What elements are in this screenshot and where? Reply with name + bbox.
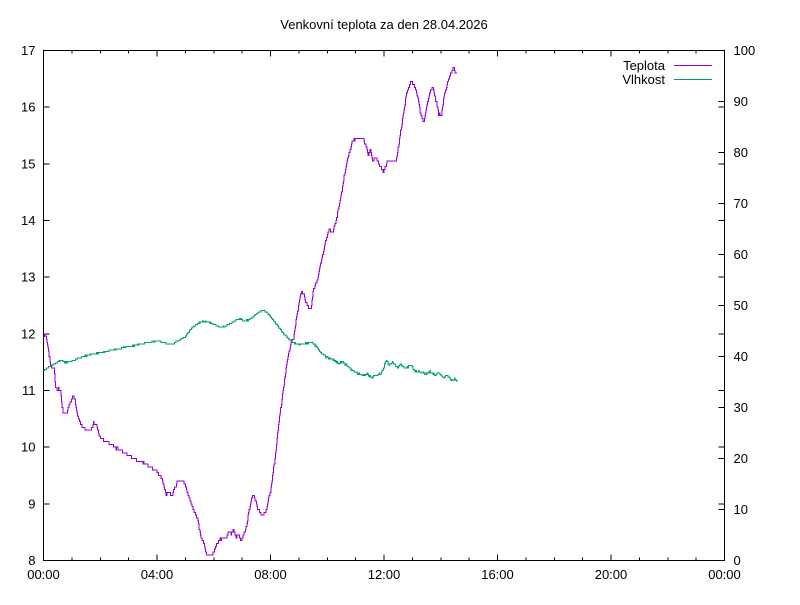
legend-label-vlhkost: Vlhkost bbox=[622, 72, 665, 87]
axis-ticks bbox=[43, 50, 725, 561]
y-left-tick-label: 15 bbox=[21, 156, 35, 171]
y-right-tick-label: 30 bbox=[734, 400, 748, 415]
axis-tick-labels: 00:00 04:00 08:00 12:00 16:00 20:00 00:0089101… bbox=[21, 43, 755, 582]
x-tick-label: 00:00 bbox=[708, 567, 741, 582]
x-tick-label: 12:00 bbox=[368, 567, 401, 582]
y-right-tick-label: 90 bbox=[734, 94, 748, 109]
legend-label-teplota: Teplota bbox=[623, 58, 666, 73]
y-left-tick-label: 11 bbox=[22, 383, 36, 398]
teplota-series-line bbox=[43, 67, 458, 556]
x-tick-label: 08:00 bbox=[254, 567, 287, 582]
y-right-tick-label: 60 bbox=[734, 247, 748, 262]
y-right-tick-label: 70 bbox=[734, 196, 748, 211]
y-left-tick-label: 9 bbox=[28, 496, 35, 511]
y-left-tick-label: 17 bbox=[21, 43, 35, 58]
series-lines bbox=[43, 67, 458, 556]
y-right-tick-label: 20 bbox=[734, 451, 748, 466]
legend: Teplota Vlhkost bbox=[622, 58, 712, 87]
y-left-tick-label: 12 bbox=[21, 326, 35, 341]
y-left-tick-label: 14 bbox=[21, 213, 35, 228]
x-tick-label: 00:00 bbox=[27, 567, 60, 582]
x-tick-label: 04:00 bbox=[141, 567, 174, 582]
y-left-tick-label: 16 bbox=[21, 100, 35, 115]
vlhkost-series-line bbox=[43, 310, 458, 382]
chart-title: Venkovní teplota za den 28.04.2026 bbox=[280, 17, 487, 32]
y-left-tick-label: 10 bbox=[21, 440, 35, 455]
plot-border bbox=[43, 50, 725, 561]
y-right-tick-label: 0 bbox=[734, 553, 741, 568]
y-left-tick-label: 13 bbox=[21, 270, 35, 285]
y-right-tick-label: 100 bbox=[734, 43, 756, 58]
y-left-tick-label: 8 bbox=[28, 553, 35, 568]
y-right-tick-label: 50 bbox=[734, 298, 748, 313]
x-tick-label: 16:00 bbox=[481, 567, 514, 582]
y-right-tick-label: 40 bbox=[734, 349, 748, 364]
x-tick-label: 20:00 bbox=[595, 567, 628, 582]
y-right-tick-label: 80 bbox=[734, 145, 748, 160]
y-right-tick-label: 10 bbox=[734, 502, 748, 517]
